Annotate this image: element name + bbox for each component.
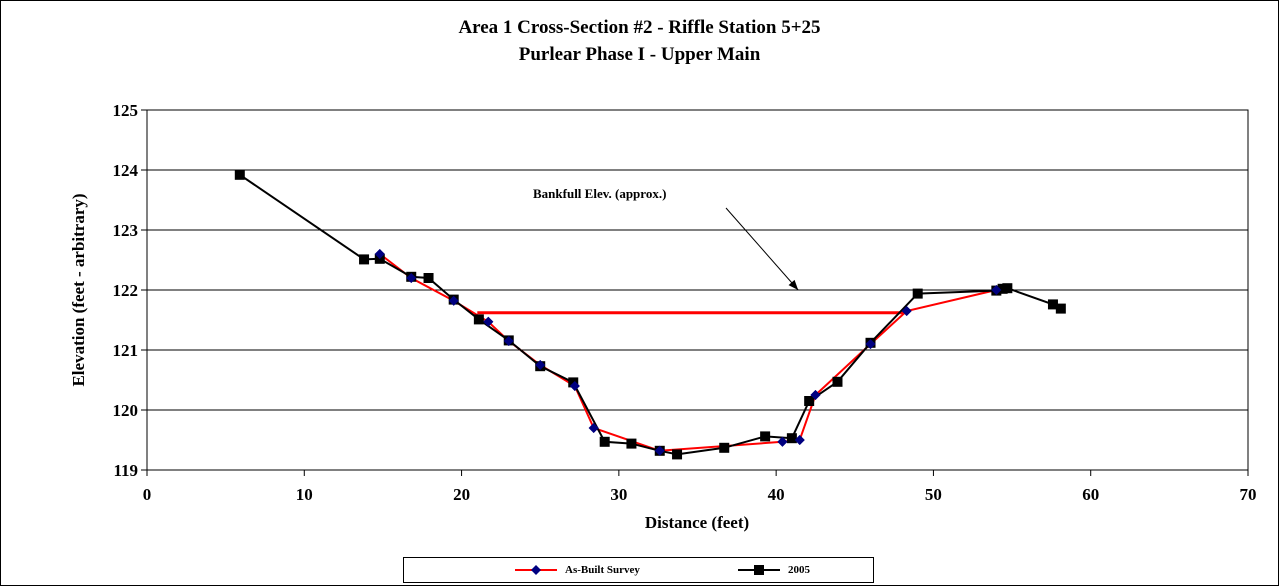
annotation-arrowhead bbox=[788, 279, 799, 290]
data-point-as-built bbox=[588, 423, 599, 433]
data-point-2005 bbox=[760, 431, 771, 442]
data-point-as-built bbox=[901, 306, 912, 316]
y-tick-label: 123 bbox=[113, 221, 139, 240]
x-tick-label: 0 bbox=[143, 485, 152, 504]
legend-label-2005: 2005 bbox=[788, 564, 810, 576]
data-point-2005 bbox=[626, 438, 637, 449]
y-tick-label: 124 bbox=[113, 161, 139, 180]
data-point-as-built bbox=[406, 273, 417, 283]
chart-subtitle: Purlear Phase I - Upper Main bbox=[518, 44, 761, 65]
data-point-2005 bbox=[473, 314, 484, 325]
y-tick-label: 119 bbox=[113, 461, 138, 480]
data-point-as-built bbox=[991, 285, 1002, 295]
data-point-as-built bbox=[374, 249, 385, 259]
data-point-2005 bbox=[786, 433, 797, 444]
x-tick-label: 30 bbox=[610, 485, 627, 504]
y-tick-label: 122 bbox=[113, 281, 139, 300]
x-tick-label: 20 bbox=[453, 485, 470, 504]
x-tick-label: 60 bbox=[1082, 485, 1099, 504]
data-point-2005 bbox=[423, 273, 434, 283]
gridlines bbox=[147, 169, 1248, 411]
data-point-2005 bbox=[1055, 303, 1066, 314]
y-axis-ticks: 119 120 121 122 123 124 125 bbox=[113, 101, 147, 480]
data-point-2005 bbox=[1047, 299, 1058, 310]
data-point-2005 bbox=[1002, 283, 1013, 294]
data-point-as-built bbox=[503, 336, 514, 346]
x-axis-label: Distance (feet) bbox=[645, 513, 749, 532]
annotation-text: Bankfull Elev. (approx.) bbox=[533, 186, 666, 201]
data-point-2005 bbox=[568, 377, 579, 388]
data-point-2005 bbox=[359, 254, 370, 265]
data-point-as-built bbox=[654, 445, 665, 456]
data-point-as-built bbox=[569, 381, 580, 391]
data-point-2005 bbox=[719, 442, 730, 453]
x-tick-label: 40 bbox=[768, 485, 785, 504]
data-point-2005 bbox=[832, 376, 843, 387]
legend-label-as-built: As-Built Survey bbox=[565, 564, 640, 576]
data-point-2005 bbox=[234, 169, 245, 180]
data-point-2005 bbox=[804, 396, 815, 406]
x-tick-label: 70 bbox=[1240, 485, 1257, 504]
y-axis-label: Elevation (feet - arbitrary) bbox=[69, 193, 88, 386]
chart-title: Area 1 Cross-Section #2 - Riffle Station… bbox=[458, 17, 821, 38]
data-point-as-built bbox=[535, 360, 546, 370]
y-tick-label: 120 bbox=[113, 401, 139, 420]
data-point-as-built bbox=[483, 316, 494, 327]
data-point-2005 bbox=[672, 449, 683, 460]
data-point-2005 bbox=[912, 288, 923, 299]
legend-swatch-as-built bbox=[511, 558, 561, 582]
data-point-as-built bbox=[810, 390, 821, 400]
annotation-arrow bbox=[725, 207, 799, 291]
y-tick-label: 121 bbox=[113, 341, 139, 360]
x-axis-ticks: 0 10 20 30 40 50 60 70 bbox=[143, 470, 1257, 504]
data-point-as-built bbox=[865, 339, 876, 349]
data-point-as-built bbox=[794, 435, 805, 445]
series-group bbox=[234, 169, 1066, 460]
legend-swatch-2005 bbox=[734, 558, 784, 582]
x-tick-label: 50 bbox=[925, 485, 942, 504]
x-tick-label: 10 bbox=[296, 485, 313, 504]
legend: As-Built Survey 2005 bbox=[403, 557, 874, 583]
data-point-as-built bbox=[448, 295, 459, 306]
data-point-as-built bbox=[777, 436, 788, 447]
data-point-2005 bbox=[599, 436, 610, 447]
y-tick-label: 125 bbox=[113, 101, 139, 120]
